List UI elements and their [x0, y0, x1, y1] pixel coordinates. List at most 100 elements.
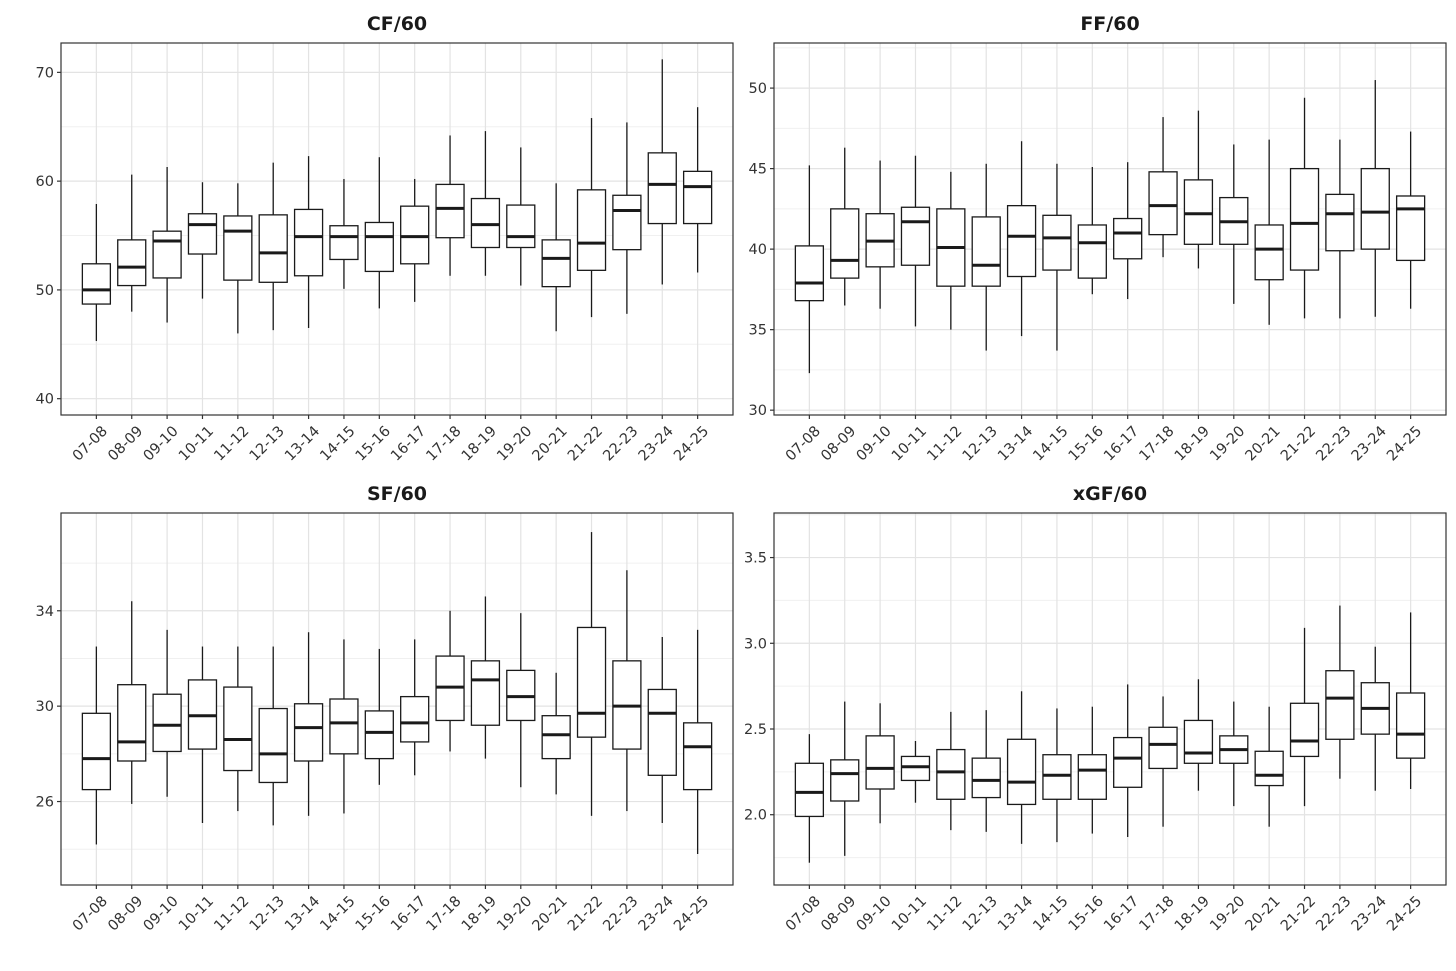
box-iqr	[364, 710, 394, 760]
box-24-25	[682, 629, 713, 854]
box-21-22	[1289, 97, 1320, 319]
box-iqr	[936, 748, 966, 800]
box-iqr	[117, 239, 147, 287]
box-iqr	[1113, 217, 1143, 260]
y-tick-label: 70	[36, 65, 54, 81]
box-16-17	[1113, 162, 1143, 300]
x-tick-label: 16-17	[1101, 893, 1142, 934]
box-iqr	[682, 170, 713, 225]
box-22-23	[1325, 605, 1355, 779]
box-iqr	[1042, 754, 1072, 800]
y-tick-label: 2.0	[744, 808, 767, 824]
box-14-15	[1042, 708, 1072, 843]
box-iqr	[647, 152, 677, 225]
box-iqr	[329, 225, 359, 261]
x-tick-label: 18-19	[1172, 893, 1213, 934]
box-iqr	[1148, 726, 1178, 770]
x-tick-label: 13-14	[995, 893, 1036, 934]
box-11-12	[223, 183, 253, 334]
box-iqr	[1077, 754, 1107, 800]
panel-border	[773, 42, 1447, 416]
box-iqr	[576, 189, 607, 271]
box-24-25	[1395, 612, 1426, 789]
y-tick-label: 40	[749, 242, 767, 258]
box-19-20	[1219, 144, 1249, 304]
box-18-19	[470, 131, 501, 276]
box-iqr	[794, 762, 825, 818]
box-07-08	[81, 646, 112, 845]
box-iqr	[1360, 167, 1390, 250]
box-18-19	[470, 596, 501, 759]
box-iqr	[830, 759, 860, 802]
box-09-10	[865, 160, 895, 309]
y-tick-label: 26	[36, 795, 54, 811]
box-13-14	[293, 156, 324, 328]
box-19-20	[506, 613, 536, 788]
panel-title-ff60: FF/60	[1080, 13, 1140, 35]
box-iqr	[612, 194, 642, 251]
box-iqr	[1289, 167, 1320, 271]
box-18-19	[1183, 110, 1214, 269]
y-tick-label: 50	[749, 81, 767, 97]
box-iqr	[1183, 719, 1214, 764]
box-19-20	[506, 147, 536, 286]
x-tick-label: 07-08	[783, 893, 824, 934]
y-tick-label: 35	[749, 323, 767, 339]
box-iqr	[1325, 193, 1355, 252]
x-tick-label: 22-23	[1313, 893, 1354, 934]
box-08-09	[830, 701, 860, 856]
box-20-21	[1254, 139, 1284, 325]
x-tick-label: 23-24	[1349, 893, 1390, 934]
box-iqr	[1042, 214, 1072, 271]
box-iqr	[152, 693, 182, 753]
box-iqr	[541, 715, 571, 760]
box-23-24	[647, 637, 677, 823]
box-16-17	[1113, 684, 1143, 837]
box-13-14	[1006, 691, 1037, 844]
x-tick-label: 12-13	[960, 893, 1001, 934]
box-iqr	[329, 698, 359, 755]
box-07-08	[81, 203, 112, 342]
y-tick-label: 3.5	[744, 551, 767, 567]
panel-border	[60, 512, 734, 886]
box-17-18	[435, 610, 465, 752]
box-iqr	[830, 208, 860, 279]
box-12-13	[971, 163, 1001, 351]
y-tick-label: 40	[36, 392, 54, 408]
box-20-21	[1254, 706, 1284, 827]
box-12-13	[258, 646, 288, 826]
x-tick-label: 24-25	[1384, 893, 1425, 934]
box-11-12	[223, 646, 253, 812]
box-19-20	[1219, 701, 1249, 807]
box-21-22	[576, 532, 607, 816]
box-20-21	[541, 183, 571, 332]
box-10-11	[187, 182, 218, 299]
box-iqr	[435, 183, 465, 239]
box-iqr	[81, 712, 112, 791]
box-11-12	[936, 711, 966, 831]
x-tick-label: 21-22	[1278, 893, 1319, 934]
y-tick-label: 45	[749, 162, 767, 178]
box-10-11	[187, 646, 218, 823]
x-tick-label: 19-20	[1207, 893, 1248, 934]
box-15-16	[364, 648, 394, 785]
box-23-24	[1360, 646, 1390, 791]
box-iqr	[187, 213, 218, 255]
box-08-09	[830, 147, 860, 306]
box-iqr	[1254, 224, 1284, 281]
box-24-25	[1395, 131, 1426, 309]
x-tick-label: 10-11	[889, 893, 930, 934]
box-iqr	[865, 735, 895, 790]
box-iqr	[470, 197, 501, 249]
panel-title-xgf60: xGF/60	[1072, 483, 1148, 505]
box-22-23	[612, 122, 642, 314]
box-iqr	[1077, 224, 1107, 279]
panel-title-sf60: SF/60	[366, 483, 428, 505]
y-tick-label: 50	[36, 283, 54, 299]
box-14-15	[329, 178, 359, 289]
x-tick-label: 17-18	[1137, 893, 1178, 934]
box-iqr	[576, 626, 607, 738]
